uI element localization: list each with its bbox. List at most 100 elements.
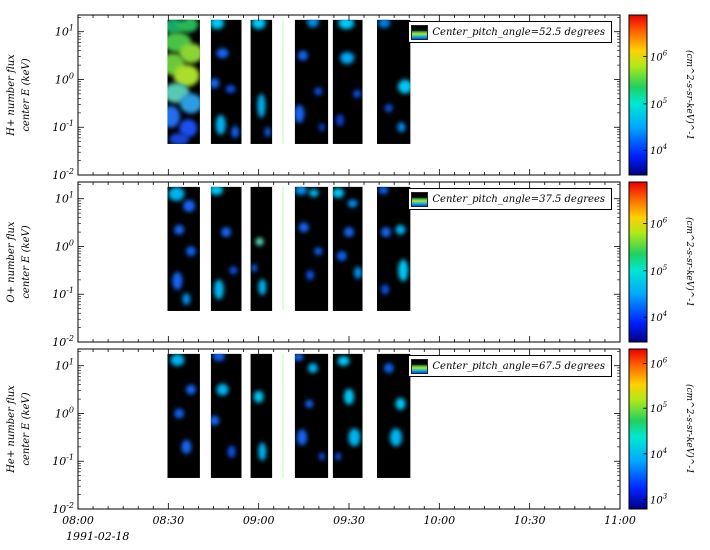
flux-blob — [179, 119, 198, 138]
flux-blob — [344, 227, 354, 238]
flux-blob — [169, 133, 190, 144]
flux-blob — [173, 64, 200, 87]
colorbar-tick-label: 106 — [650, 50, 668, 64]
legend-label: Center_pitch_angle=52.5 degrees — [432, 26, 605, 38]
strip-background — [250, 19, 273, 144]
flux-blob — [344, 388, 354, 405]
y-tick-label: 10-1 — [52, 453, 74, 468]
flux-blob — [348, 428, 361, 447]
flux-blob — [210, 186, 224, 196]
x-tick-label: 09:00 — [243, 514, 275, 527]
y-tick-label: 10-1 — [52, 286, 74, 301]
flux-blob — [314, 87, 323, 96]
flux-blob — [395, 397, 406, 410]
flux-blob — [253, 390, 264, 403]
flux-blob — [335, 114, 344, 127]
data-strip — [167, 19, 200, 144]
flux-blob — [398, 79, 411, 94]
data-strip — [210, 19, 242, 144]
y-axis-label-line: He+ number flux — [6, 385, 17, 473]
data-strip — [294, 186, 329, 311]
flux-blob — [179, 93, 200, 114]
marker-line — [282, 353, 285, 478]
flux-blob — [298, 222, 309, 233]
flux-blob — [210, 415, 220, 426]
colormap-icon — [411, 191, 429, 207]
legend-pitch-angle-52: Center_pitch_angle=52.5 degrees — [408, 21, 612, 43]
legend-pitch-angle-37: Center_pitch_angle=37.5 degrees — [408, 188, 612, 210]
flux-blob — [221, 227, 232, 238]
strip-background — [377, 353, 411, 478]
colorbar-tick-label: 104 — [650, 310, 667, 324]
flux-blob — [335, 452, 342, 461]
flux-blob — [397, 122, 406, 133]
strip-background — [294, 19, 329, 144]
flux-blob — [216, 48, 229, 59]
flux-blob — [337, 355, 350, 366]
flux-blob — [378, 186, 389, 195]
y-axis-label-line: O+ number flux — [6, 221, 17, 303]
flux-blob — [318, 123, 325, 132]
flux-blob — [378, 19, 391, 29]
data-strip — [210, 353, 242, 478]
flux-blob — [294, 104, 305, 123]
flux-blob — [181, 439, 192, 454]
y-axis-label-h-plus: H+ number flux center E (keV) — [4, 15, 38, 175]
flux-blob — [389, 428, 402, 447]
flux-blob — [213, 279, 224, 300]
flux-blob — [381, 284, 390, 295]
data-strip — [377, 353, 411, 478]
data-strip — [332, 19, 363, 144]
colorbar-tick-label: 104 — [650, 143, 667, 157]
colorbar-1: 106 105 104 — [628, 14, 668, 176]
colorbar-3: 106 105 104 103 — [628, 348, 668, 510]
data-strip — [332, 353, 363, 478]
flux-blob — [215, 114, 226, 135]
colorbar-2: 106 105 104 — [628, 181, 668, 343]
flux-blob — [297, 429, 308, 446]
y-tick-label: 100 — [55, 71, 74, 86]
y-tick-label: 100 — [55, 238, 74, 253]
flux-blob — [167, 105, 181, 128]
strip-background — [250, 353, 273, 478]
legend-label: Center_pitch_angle=67.5 degrees — [432, 360, 605, 372]
flux-blob — [381, 227, 392, 238]
flux-blob — [308, 188, 319, 197]
flux-blob — [314, 247, 323, 256]
strip-background — [332, 186, 363, 311]
flux-blob — [258, 279, 267, 296]
y-tick-label: 101 — [55, 24, 74, 39]
colorbar-gradient — [629, 182, 647, 342]
colorbar-unit-text: (cm^2-s-sr-keV)^-1 — [684, 216, 694, 308]
strip-background — [332, 19, 363, 144]
colorbar-border — [628, 14, 648, 176]
colorbar-tick-label: 105 — [650, 97, 668, 111]
y-tick-label: 10-2 — [52, 334, 74, 349]
flux-blob — [251, 19, 266, 30]
flux-blob — [170, 353, 185, 366]
colormap-icon — [411, 358, 429, 374]
flux-blob — [227, 445, 236, 458]
flux-blob — [318, 452, 325, 461]
flux-blob — [336, 251, 347, 262]
y-tick-label: 10-1 — [52, 119, 74, 134]
data-strip — [250, 353, 273, 478]
colormap-icon — [411, 24, 429, 40]
x-tick-label: 09:30 — [333, 514, 365, 527]
y-tick-label: 101 — [55, 191, 74, 206]
y-tick-label: 101 — [55, 358, 74, 373]
colorbar-tick-label: 104 — [650, 447, 667, 461]
flux-blob — [178, 19, 185, 21]
colorbar-tick-label: 106 — [650, 217, 668, 231]
colorbar-tick-label: 105 — [650, 264, 668, 278]
data-strip — [167, 353, 200, 478]
y-tick-label: 100 — [55, 405, 74, 420]
flux-blob — [398, 259, 409, 282]
colorbar-tick-label: 103 — [650, 492, 668, 506]
flux-blob — [183, 199, 196, 212]
colorbar-border — [628, 348, 648, 510]
flux-blob — [225, 85, 236, 94]
flux-blob — [340, 51, 355, 64]
flux-blob — [305, 399, 314, 408]
